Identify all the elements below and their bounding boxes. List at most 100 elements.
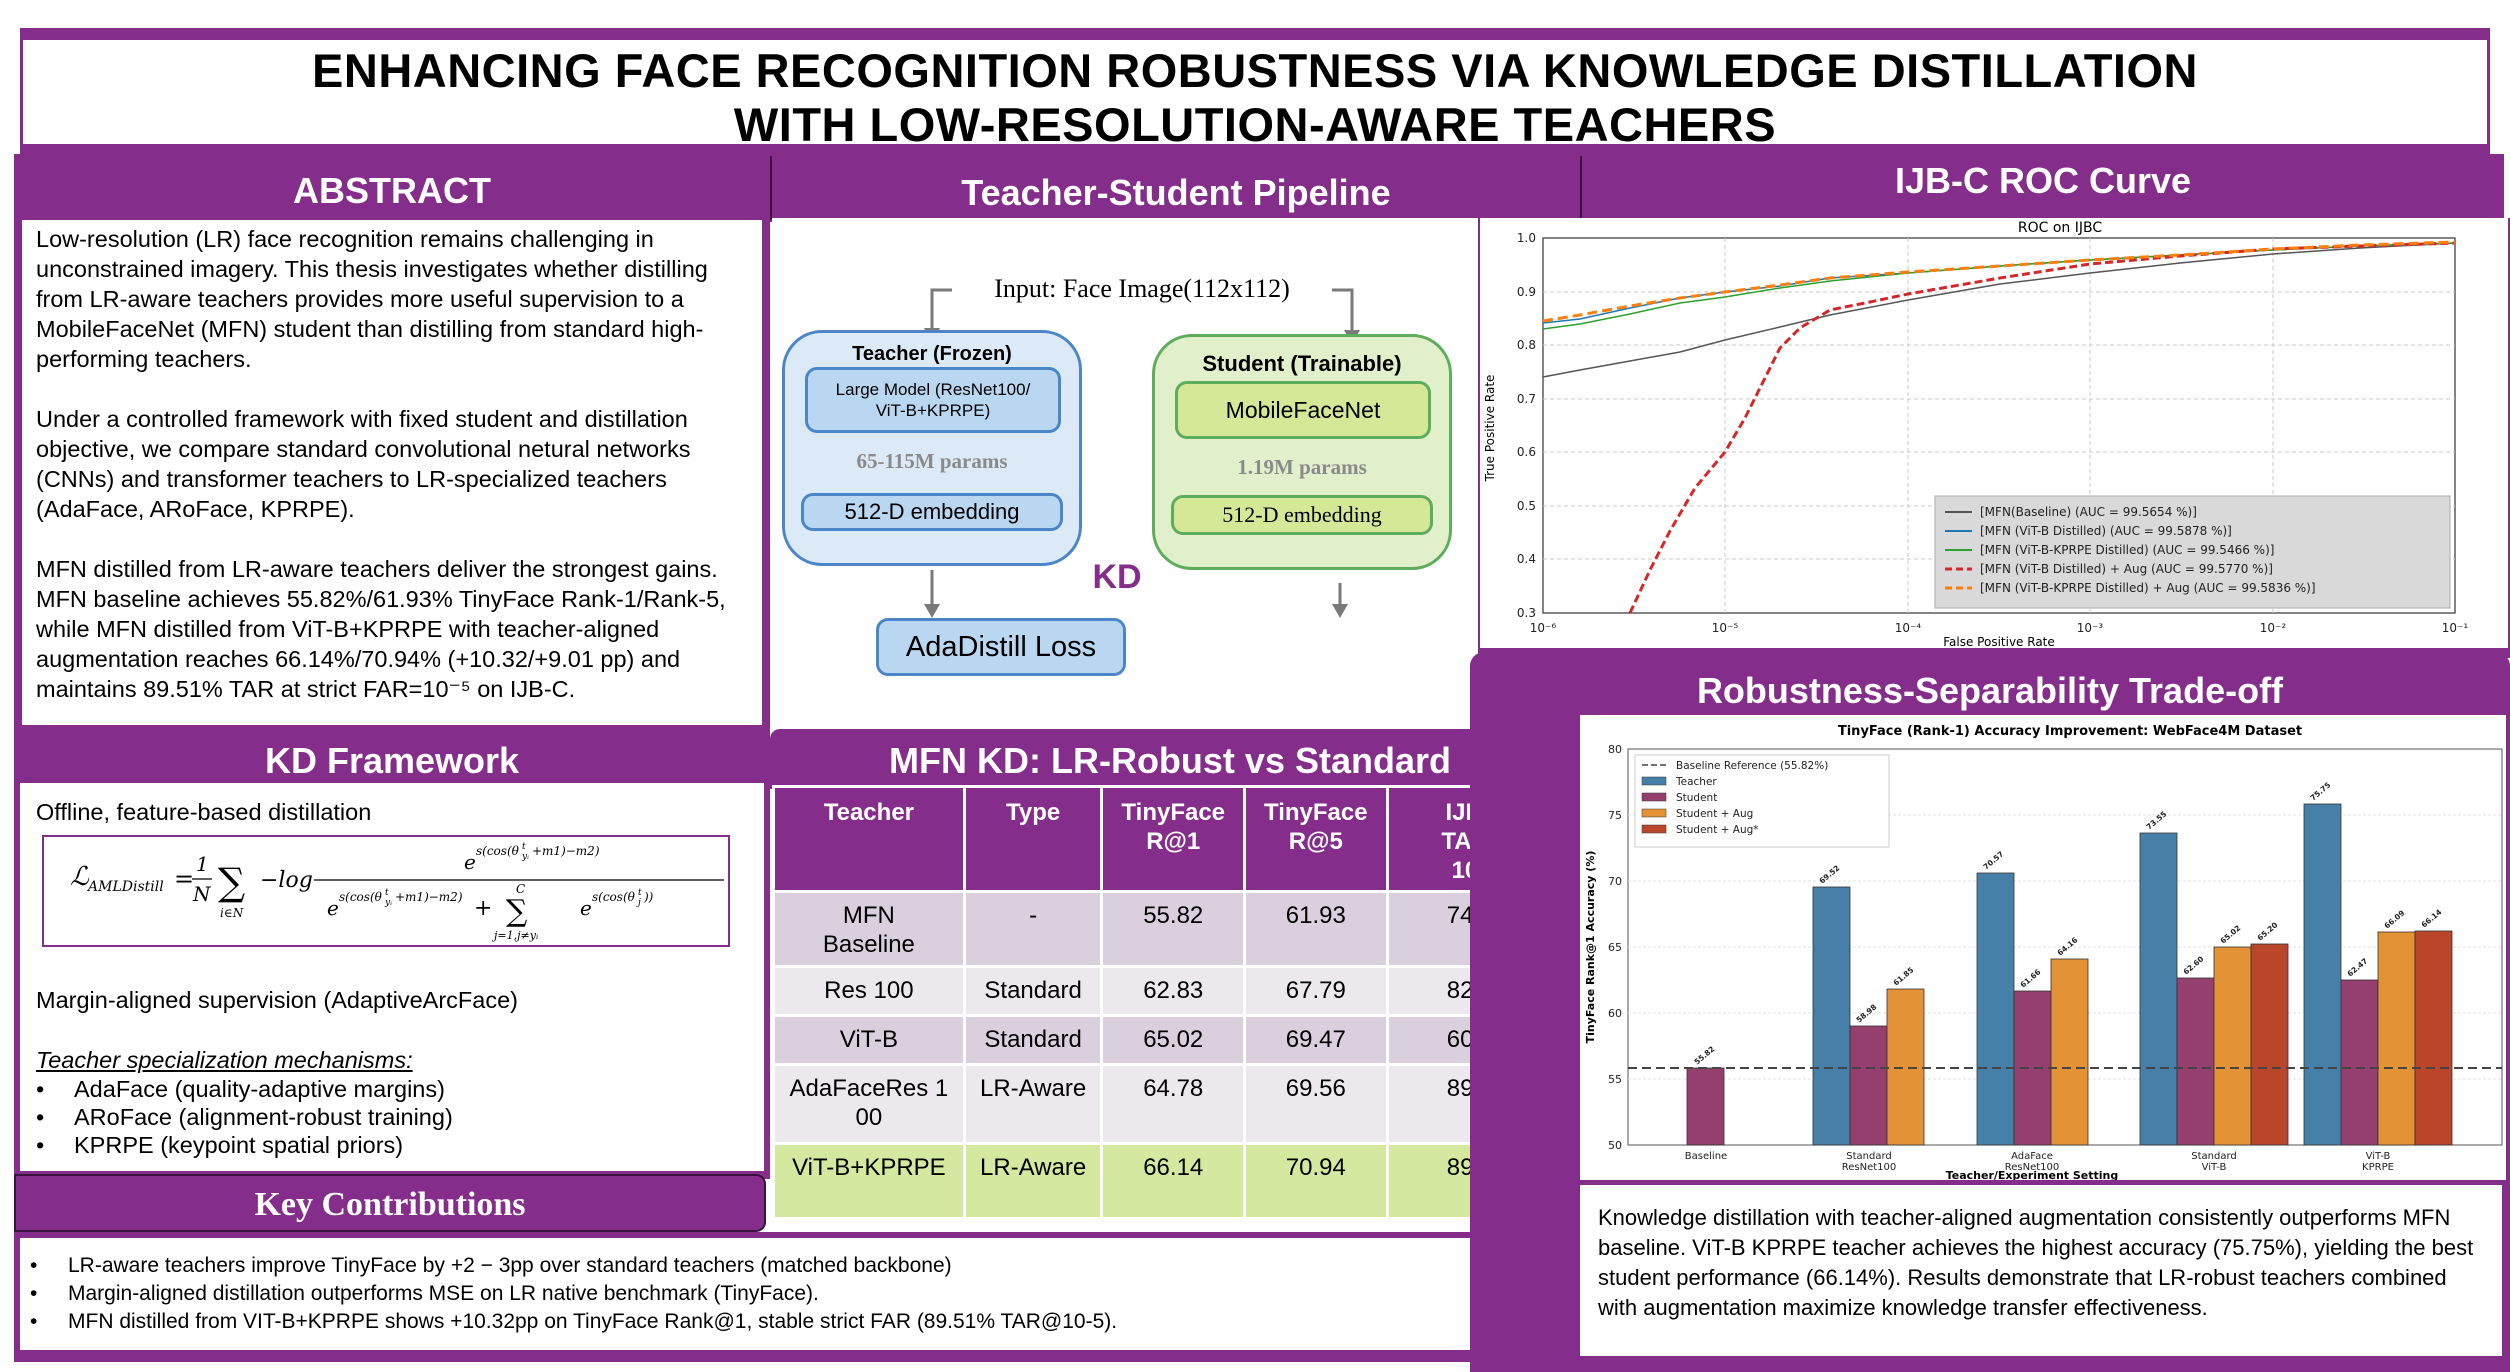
svg-text:∑: ∑ — [506, 894, 528, 929]
svg-text:Baseline Reference (55.82%): Baseline Reference (55.82%) — [1676, 760, 1828, 772]
svg-text:t: t — [522, 842, 526, 852]
svg-text:+m1)−m2): +m1)−m2) — [395, 890, 463, 904]
svg-text:Standard: Standard — [2191, 1151, 2237, 1162]
kd-label: KD — [1092, 558, 1142, 596]
pipeline-header: Teacher-Student Pipeline — [961, 172, 1391, 213]
cell-r5: 70.94 — [1246, 1145, 1386, 1217]
cell-type: Standard — [965, 1017, 1101, 1063]
svg-text:ViT-B: ViT-B — [2202, 1162, 2227, 1173]
svg-text:j=1,j≠yᵢ: j=1,j≠yᵢ — [491, 929, 538, 942]
cell-r1: 65.02 — [1103, 1017, 1244, 1063]
input-label: Input: Face Image(112x112) — [994, 274, 1290, 303]
svg-text:0.4: 0.4 — [1517, 552, 1536, 566]
svg-text:10⁻⁵: 10⁻⁵ — [1712, 621, 1739, 635]
svg-text:80: 80 — [1608, 743, 1622, 756]
svg-text:s(cos(θ: s(cos(θ — [592, 890, 636, 904]
cell-teacher: ViT-B+KPRPE — [775, 1145, 963, 1217]
svg-text:s(cos(θ: s(cos(θ — [476, 844, 520, 858]
divider — [770, 156, 772, 220]
teacher-box: Teacher (Frozen) Large Model (ResNet100/… — [782, 330, 1082, 566]
divider — [1580, 156, 1582, 220]
svg-text:N: N — [192, 882, 212, 906]
svg-text:[MFN (ViT-B Distilled) + Aug (: [MFN (ViT-B Distilled) + Aug (AUC = 99.5… — [1980, 562, 2273, 576]
contributions-body: LR-aware teachers improve TinyFace by +2… — [20, 1238, 1574, 1350]
svg-text:ViT-B: ViT-B — [2366, 1151, 2391, 1162]
bar-chart-title: TinyFace (Rank-1) Accuracy Improvement: … — [1838, 724, 2302, 739]
svg-text:60: 60 — [1608, 1007, 1622, 1020]
svg-text:t: t — [385, 888, 389, 898]
svg-text:1: 1 — [196, 852, 209, 876]
col-r5: TinyFace R@5 — [1246, 788, 1386, 890]
bar-ylabel: TinyFace Rank@1 Accuracy (%) — [1584, 851, 1597, 1044]
svg-text:10⁻³: 10⁻³ — [2077, 621, 2104, 635]
svg-text:Teacher: Teacher — [1675, 776, 1717, 788]
tradeoff-summary-text: Knowledge distillation with teacher-alig… — [1598, 1205, 2474, 1320]
kd-line-1: Offline, feature-based distillation — [36, 799, 372, 825]
col-r1: TinyFace R@1 — [1103, 788, 1244, 890]
contributions-header: Key Contributions — [254, 1186, 526, 1223]
roc-xlabel: False Positive Rate — [1943, 635, 2055, 648]
teacher-model-box: Large Model (ResNet100/ ViT-B+KPRPE) — [805, 367, 1061, 433]
cell-teacher: MFN Baseline — [775, 893, 963, 965]
svg-text:10⁻⁴: 10⁻⁴ — [1895, 621, 1922, 635]
table-row: ViT-B Standard 65.02 69.47 60.75 — [775, 1017, 1565, 1063]
student-title: Student (Trainable) — [1202, 351, 1402, 376]
svg-text:=: = — [174, 865, 194, 893]
bar-chart: TinyFace (Rank-1) Accuracy Improvement: … — [1584, 724, 2503, 1182]
poster-title: ENHANCING FACE RECOGNITION ROBUSTNESS VI… — [23, 40, 2487, 152]
mechanism-item: AdaFace (quality-adaptive margins) — [36, 1075, 748, 1103]
svg-text:10⁻⁶: 10⁻⁶ — [1530, 621, 1557, 635]
mechanism-item: ARoFace (alignment-robust training) — [36, 1103, 748, 1131]
svg-text:Standard: Standard — [1846, 1151, 1892, 1162]
roc-chart-panel: ROC on IJBC 1.0 0.9 0.8 0.7 0.6 0.5 0.4 0.3 1… — [1480, 218, 2508, 649]
student-model-box: MobileFaceNet — [1175, 381, 1431, 439]
contributions-header-bar — [14, 1174, 766, 1232]
abstract-body: Low-resolution (LR) face recognition rem… — [22, 220, 762, 725]
svg-text:ℒ: ℒ — [70, 862, 90, 892]
svg-text:50: 50 — [1608, 1139, 1622, 1152]
cell-r1: 64.78 — [1103, 1066, 1244, 1142]
teacher-params: 65-115M params — [856, 449, 1008, 473]
bar-xlabel: Teacher/Experiment Setting — [1946, 1169, 2119, 1180]
abstract-paragraph-1: Low-resolution (LR) face recognition rem… — [36, 226, 708, 372]
cell-r5: 69.47 — [1246, 1017, 1386, 1063]
cell-teacher: ViT-B — [775, 1017, 963, 1063]
teacher-embedding-box: 512-D embedding — [801, 493, 1063, 531]
pipeline-panel: Input: Face Image(112x112) Teacher (Froz… — [772, 218, 1478, 728]
roc-chart: ROC on IJBC 1.0 0.9 0.8 0.7 0.6 0.5 0.4 0.3 1… — [1483, 220, 2468, 649]
table-header: MFN KD: LR-Robust vs Standard — [889, 740, 1451, 781]
cell-r1: 62.83 — [1103, 968, 1244, 1014]
student-params: 1.19M params — [1237, 455, 1367, 479]
adadistill-loss-box: AdaDistill Loss — [876, 618, 1126, 676]
cell-r5: 67.79 — [1246, 968, 1386, 1014]
abstract-header: ABSTRACT — [293, 170, 491, 211]
svg-text:ResNet100: ResNet100 — [2005, 1162, 2060, 1173]
table-row: MFN Baseline - 55.82 61.93 74.68 — [775, 893, 1565, 965]
cell-teacher: Res 100 — [775, 968, 963, 1014]
svg-text:75: 75 — [1608, 809, 1622, 822]
svg-text:yᵢ: yᵢ — [521, 852, 529, 862]
col-teacher: Teacher — [775, 788, 963, 890]
roc-legend: [MFN(Baseline) (AUC = 99.5654 %)] [MFN (… — [1934, 495, 2451, 609]
svg-text:10⁻²: 10⁻² — [2260, 621, 2287, 635]
svg-text:1.0: 1.0 — [1517, 231, 1536, 245]
loss-equation-svg: ℒ AMLDistill = 1 N ∑ i∈N −log e s(cos(θ t… — [70, 842, 724, 942]
roc-title: ROC on IJBC — [2018, 220, 2102, 236]
svg-text:i∈N: i∈N — [220, 906, 244, 920]
cell-type: LR-Aware — [965, 1145, 1101, 1217]
kd-framework-header: KD Framework — [264, 740, 520, 781]
cell-r1: 66.14 — [1103, 1145, 1244, 1217]
contribution-item: LR-aware teachers improve TinyFace by +2… — [30, 1252, 1564, 1280]
results-table-panel: Teacher Type TinyFace R@1 TinyFace R@5 I… — [772, 785, 1568, 1235]
abstract-paragraph-3a: MFN distilled from LR-aware teachers del… — [36, 556, 718, 582]
roc-ylabel: True Positive Rate — [1483, 375, 1497, 483]
svg-text:e: e — [327, 896, 339, 920]
svg-text:70: 70 — [1608, 875, 1622, 888]
svg-text:s(cos(θ: s(cos(θ — [339, 890, 383, 904]
bar-legend: Baseline Reference (55.82%) Teacher Stud… — [1634, 754, 1890, 848]
cell-type: - — [965, 893, 1101, 965]
svg-text:Student + Aug*: Student + Aug* — [1676, 824, 1759, 836]
bar-chart-panel: TinyFace (Rank-1) Accuracy Improvement: … — [1580, 715, 2506, 1182]
svg-text:KPRPE: KPRPE — [2362, 1162, 2394, 1173]
tradeoff-summary: Knowledge distillation with teacher-alig… — [1578, 1183, 2504, 1358]
